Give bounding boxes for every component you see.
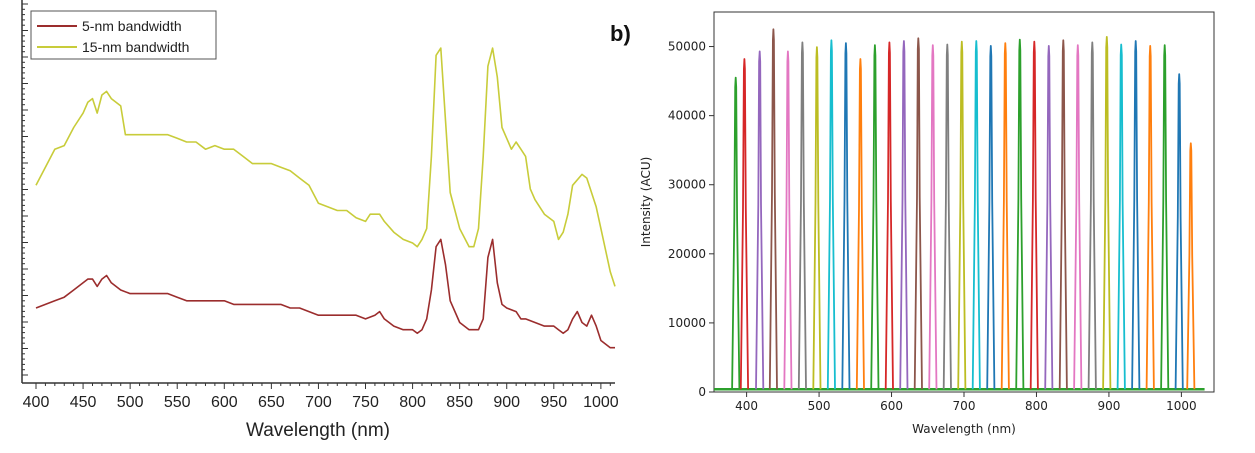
panel-b-y-tick-label: 50000 <box>668 40 706 54</box>
panel-b-y-tick-label: 20000 <box>668 247 706 261</box>
panel-a-x-tick-label: 1000 <box>583 394 619 411</box>
panel-b-peak <box>899 40 909 390</box>
panel-a-plot-area <box>22 0 615 383</box>
panel-a-series-line <box>35 238 615 349</box>
panel-b-y-ticks: 0 10000 20000 30000 40000 50000 <box>668 40 714 399</box>
panel-b-peak <box>1131 40 1141 390</box>
panel-a-legend: 5-nm bandwidth 15-nm bandwidth <box>30 10 217 60</box>
panel-b-peak <box>812 46 822 390</box>
panel-b-x-tick-label: 1000 <box>1166 399 1197 413</box>
legend-label-15nm: 15-nm bandwidth <box>82 39 189 55</box>
panel-b-peak <box>1160 44 1170 390</box>
panel-a-x-tick-label: 800 <box>399 394 426 411</box>
panel-b-y-tick-label: 0 <box>698 385 706 399</box>
panel-b-peak <box>1186 142 1196 390</box>
panel-b-peak <box>957 40 967 390</box>
panel-b-chart: 0 10000 20000 30000 40000 50000 400 500 600 700 8… <box>639 11 1215 436</box>
panel-b-peak <box>1102 36 1112 390</box>
panel-a-x-axis-title: Wavelength (nm) <box>246 420 390 441</box>
panel-b-peak <box>841 42 851 390</box>
panel-b-peak <box>797 41 807 390</box>
panel-b-x-ticks: 400 500 600 700 800 900 1000 <box>735 392 1197 413</box>
panel-a-x-tick-label: 850 <box>446 394 473 411</box>
panel-b-peak <box>1015 38 1025 390</box>
panel-b-peak <box>731 76 741 390</box>
panel-a-x-ticks: 400 450 500 550 600 650 700 750 800 850 900 950 1000 <box>23 383 619 411</box>
panel-b-peak <box>1044 45 1054 390</box>
panel-b-peak <box>768 28 778 390</box>
panel-a-x-tick-label: 950 <box>540 394 567 411</box>
panel-a-x-tick-label: 700 <box>305 394 332 411</box>
legend-box <box>30 10 217 60</box>
panel-a-x-tick-label: 500 <box>117 394 144 411</box>
panel-b-peak <box>1174 73 1184 390</box>
panel-b-series <box>714 28 1205 391</box>
panel-b-x-tick-label: 400 <box>735 399 758 413</box>
panel-a-x-tick-label: 650 <box>258 394 285 411</box>
panel-b-peak <box>913 37 923 390</box>
panel-b-y-tick-label: 10000 <box>668 316 706 330</box>
panel-b-y-axis-title: Intensity (ACU) <box>639 157 653 248</box>
panel-a-x-tick-label: 450 <box>70 394 97 411</box>
panel-b-peak <box>1073 44 1083 390</box>
panel-a-chart: 400 450 500 550 600 650 700 750 800 850 900 950 1000… <box>21 0 619 441</box>
panel-a-x-tick-label: 900 <box>493 394 520 411</box>
panel-b-peak <box>1116 43 1126 390</box>
panel-a-x-tick-label: 600 <box>211 394 238 411</box>
panel-b-peak <box>884 41 894 390</box>
panel-a-y-ticks <box>22 3 28 376</box>
panel-b-y-tick-label: 40000 <box>668 109 706 123</box>
panel-b-peak <box>971 40 981 390</box>
panel-a-x-tick-label: 550 <box>164 394 191 411</box>
panel-b-peak <box>1029 40 1039 390</box>
legend-label-5nm: 5-nm bandwidth <box>82 18 182 34</box>
panel-b-x-tick-label: 900 <box>1097 399 1120 413</box>
panel-b-peak <box>1000 42 1010 390</box>
panel-b-peak <box>1145 45 1155 390</box>
panel-b-peak <box>755 50 765 390</box>
panel-a-x-tick-label: 400 <box>23 394 50 411</box>
panel-b-peak <box>928 44 938 390</box>
panel-b-peak <box>986 45 996 390</box>
panel-b-peak <box>1058 39 1068 390</box>
panel-b-label: b) <box>610 21 631 46</box>
panel-b-peak <box>783 50 793 390</box>
panel-b-x-tick-label: 700 <box>953 399 976 413</box>
panel-b-peak <box>1087 41 1097 390</box>
panel-b-peak <box>942 43 952 390</box>
panel-b-x-tick-label: 500 <box>808 399 831 413</box>
panel-a-series <box>35 47 616 349</box>
panel-b-x-tick-label: 800 <box>1025 399 1048 413</box>
panel-b-x-tick-label: 600 <box>880 399 903 413</box>
panel-b-x-axis-title: Wavelength (nm) <box>912 422 1016 436</box>
panel-b-peak <box>826 39 836 390</box>
panel-b-peak <box>739 58 749 390</box>
panel-b-peak <box>870 44 880 390</box>
panel-a-x-tick-label: 750 <box>352 394 379 411</box>
panel-b-y-tick-label: 30000 <box>668 178 706 192</box>
panel-b-peak <box>855 58 865 390</box>
panel-a-series-line <box>35 47 616 287</box>
